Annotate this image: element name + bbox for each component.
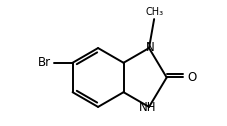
Text: O: O — [186, 71, 195, 84]
Text: NH: NH — [138, 101, 156, 114]
Text: Br: Br — [37, 56, 50, 69]
Text: CH₃: CH₃ — [145, 7, 163, 17]
Text: N: N — [145, 41, 154, 54]
